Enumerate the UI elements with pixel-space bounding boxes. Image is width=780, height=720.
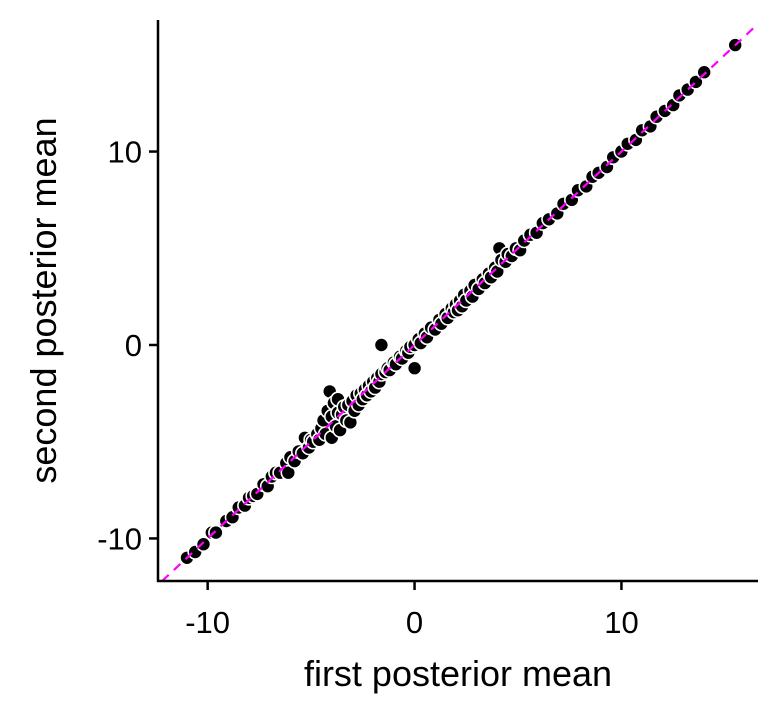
y-axis-title: second posterior mean xyxy=(23,117,64,483)
x-tick-label: -10 xyxy=(185,605,230,640)
data-point xyxy=(280,464,297,481)
data-point xyxy=(696,64,713,80)
y-axis-ticks: -10 0 10 xyxy=(97,135,158,556)
data-point xyxy=(195,536,212,553)
identity-reference-line xyxy=(161,23,759,582)
y-tick-label: 0 xyxy=(125,328,142,363)
data-point xyxy=(208,524,224,541)
points-layer xyxy=(179,37,744,566)
data-point xyxy=(373,337,390,353)
data-point xyxy=(406,360,423,377)
x-tick-label: 0 xyxy=(406,605,423,640)
y-tick-label: 10 xyxy=(108,135,142,170)
x-axis-title: first posterior mean xyxy=(304,653,612,694)
x-tick-label: 10 xyxy=(604,605,638,640)
x-axis-ticks: -10 0 10 xyxy=(185,581,639,640)
y-tick-label: -10 xyxy=(97,521,142,556)
